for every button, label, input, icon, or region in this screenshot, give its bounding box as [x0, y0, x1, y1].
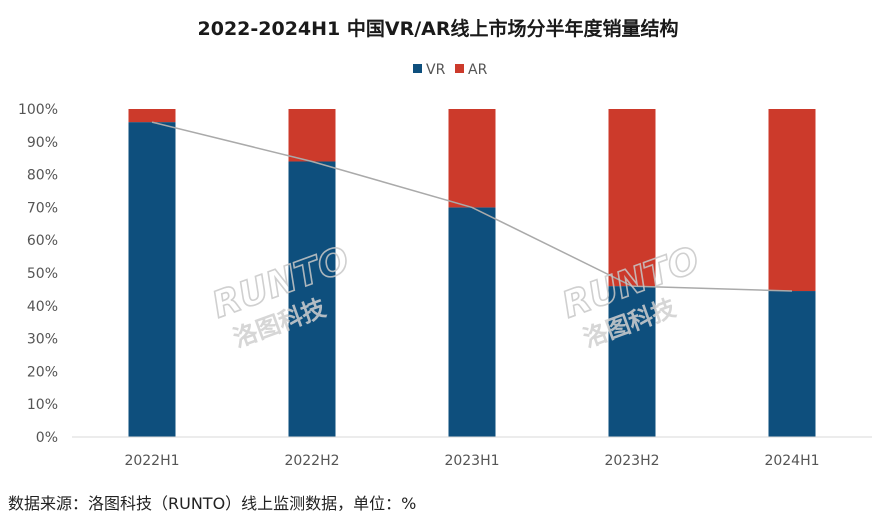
bar-ar-2024h1 [768, 109, 816, 292]
bars [128, 109, 816, 438]
x-axis: 2022H1 2022H2 2023H1 2023H2 2024H1 [124, 453, 819, 469]
legend-swatch-vr [413, 64, 422, 73]
x-tick-label: 2023H1 [444, 453, 499, 469]
y-tick-label: 70% [27, 200, 58, 216]
x-tick-label: 2022H2 [284, 453, 339, 469]
bar-ar-2023h1 [448, 109, 496, 208]
legend-swatch-ar [455, 64, 464, 73]
y-tick-label: 10% [27, 397, 58, 413]
y-tick-label: 50% [27, 266, 58, 282]
bar-vr-2023h2 [608, 286, 656, 437]
y-tick-label: 100% [18, 102, 58, 118]
y-tick-label: 80% [27, 168, 58, 184]
y-tick-label: 30% [27, 332, 58, 348]
bar-vr-2024h1 [768, 291, 816, 437]
bar-ar-2022h2 [288, 109, 336, 162]
y-axis: 0% 10% 20% 30% 40% 50% 60% 70% 80% 90% 100% [18, 102, 58, 446]
stacked-bar-chart: VR AR 0%10%20%30%40%50%60%70%80%90%100% … [18, 62, 872, 469]
x-tick-label: 2024H1 [764, 453, 819, 469]
bar-ar-2022h1 [128, 109, 176, 123]
y-tick-label: 40% [27, 299, 58, 315]
y-tick-label: 90% [27, 135, 58, 151]
legend-label-vr: VR [426, 62, 446, 78]
bar-vr-2022h2 [288, 161, 336, 438]
chart-title: 2022-2024H1 中国VR/AR线上市场分半年度销量结构 [197, 18, 679, 40]
bar-ar-2023h2 [608, 109, 656, 287]
legend-label-ar: AR [468, 62, 488, 78]
x-tick-label: 2023H2 [604, 453, 659, 469]
x-tick-label: 2022H1 [124, 453, 179, 469]
legend: VR AR [413, 62, 488, 78]
y-tick-label: 0% [36, 430, 58, 446]
bar-vr-2023h1 [448, 207, 496, 437]
y-tick-label: 20% [27, 364, 58, 380]
watermark-left: RUNTO 洛图科技 [206, 238, 355, 352]
source-note: 数据来源：洛图科技（RUNTO）线上监测数据，单位：% [8, 494, 417, 513]
y-tick-label: 60% [27, 233, 58, 249]
bar-vr-2022h1 [128, 122, 176, 438]
vr-trend-line [151, 121, 793, 292]
